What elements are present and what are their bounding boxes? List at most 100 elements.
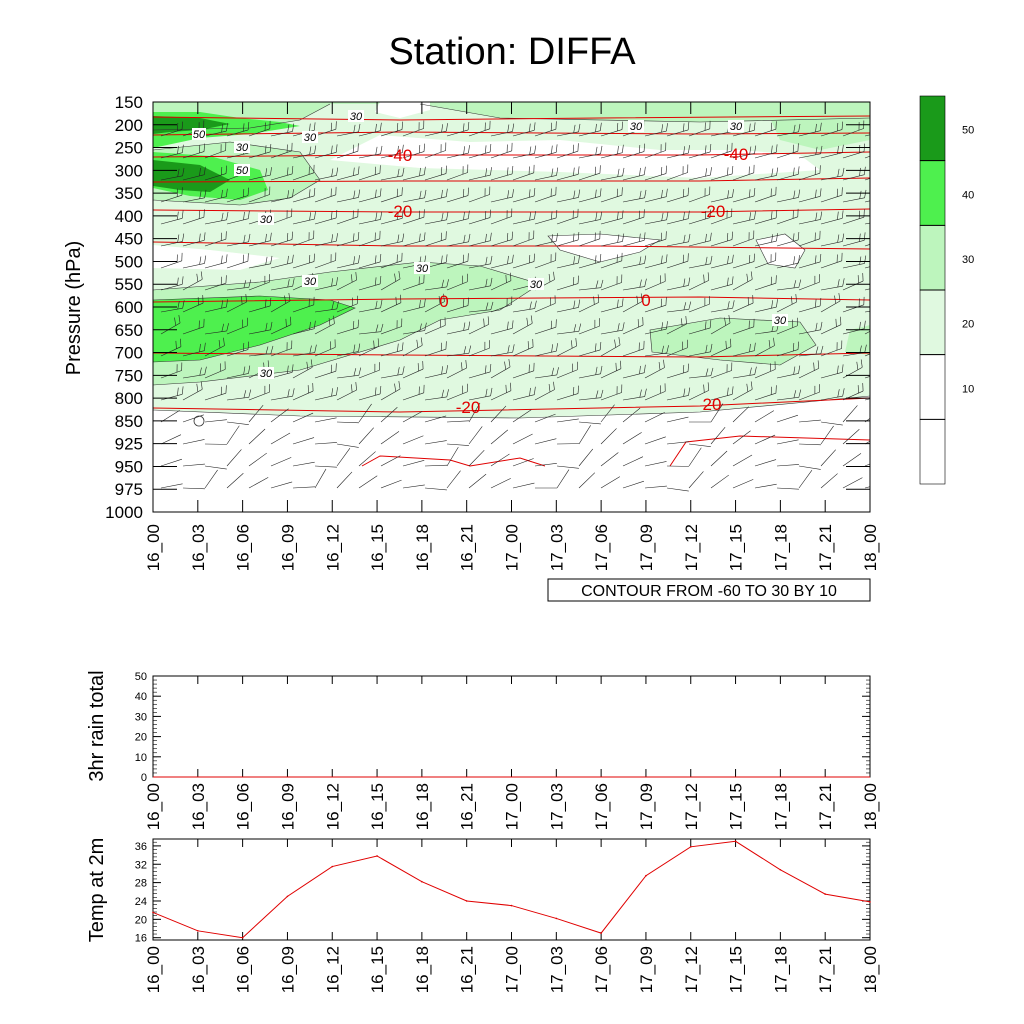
wind-barb-flag	[600, 122, 602, 131]
wind-barb	[754, 240, 777, 247]
wind-barb	[512, 172, 534, 181]
wind-barb-flag	[687, 363, 689, 372]
wind-barb-flag	[221, 212, 224, 221]
wind-barb-flag	[196, 273, 199, 282]
wind-barb	[710, 370, 732, 379]
wind-barb-flag	[620, 360, 622, 369]
wind-barb-flag	[882, 302, 884, 310]
wind-barb	[556, 216, 578, 225]
wind-barb-flag	[819, 253, 822, 262]
wind-barb-flag	[223, 337, 225, 346]
wind-barb	[732, 218, 755, 225]
wind-barb	[644, 173, 667, 181]
wind-barb	[600, 218, 623, 225]
wind-barb	[424, 325, 446, 335]
wind-barb	[754, 345, 775, 357]
wind-barb	[512, 218, 535, 225]
wind-barb-flag	[401, 210, 404, 219]
wind-barb	[776, 239, 799, 247]
wind-barb	[776, 397, 799, 401]
wind-barb-flag	[707, 272, 710, 281]
wind-barb-flag	[287, 365, 289, 374]
wind-barb-flag	[265, 299, 267, 308]
wind-barb	[644, 436, 666, 445]
wind-barb-flag	[247, 121, 250, 130]
temp-axes: 16 20 24 28 32 36 16_00 16_03 16_06 16_09 16_12 16_…	[135, 839, 880, 993]
wind-barb	[248, 353, 271, 357]
wind-barb-flag	[815, 123, 817, 132]
wind-barb	[666, 441, 689, 445]
colorbar-swatch	[919, 354, 946, 420]
wind-barb	[336, 471, 353, 489]
contour-note: CONTOUR FROM -60 TO 30 BY 10	[581, 583, 837, 600]
wind-barb	[380, 388, 401, 401]
wind-barb-flag	[886, 123, 887, 131]
wind-barb	[732, 302, 754, 313]
wind-barb	[732, 130, 755, 137]
wind-barb-flag	[577, 275, 579, 284]
wind-barb	[336, 303, 358, 313]
wind-barb	[644, 130, 667, 137]
wind-barb	[314, 284, 337, 291]
wind-barb	[732, 279, 753, 291]
wind-barb	[468, 285, 491, 291]
wind-barb	[666, 487, 689, 492]
wind-barb-flag	[864, 320, 866, 329]
wind-barb-flag	[265, 346, 269, 355]
wind-barb	[688, 303, 710, 313]
wind-barb	[710, 196, 733, 203]
wind-barb	[534, 303, 556, 313]
wind-barb-flag	[331, 145, 333, 154]
wind-barb-flag	[727, 190, 730, 199]
wind-barb	[644, 196, 667, 203]
wind-barb-flag	[287, 279, 290, 288]
temp-points	[152, 840, 871, 939]
wind-barb	[622, 286, 645, 291]
wind-barb-flag	[595, 212, 598, 221]
wind-barb-flag	[556, 167, 559, 176]
wind-barb	[666, 195, 689, 203]
wind-barb	[160, 241, 183, 247]
wind-barb	[336, 279, 357, 291]
wind-barb	[336, 448, 351, 467]
time-tick-label: 16_18	[413, 783, 432, 830]
wind-barb-flag	[815, 346, 819, 355]
wind-barb-flag	[578, 189, 581, 198]
wind-barb-flag	[292, 123, 295, 132]
wind-barb	[226, 260, 249, 269]
wind-barb-flag	[375, 123, 377, 132]
wind-barb-flag	[639, 233, 641, 242]
y-tick-label: 30	[135, 711, 147, 723]
rain-axis-label: 3hr rain total	[86, 670, 108, 781]
wind-barb	[468, 395, 491, 401]
wind-barb	[776, 373, 799, 379]
wind-barb	[842, 151, 865, 159]
wind-barb-flag	[688, 387, 691, 396]
wind-barb	[578, 219, 601, 225]
wind-barb-flag	[773, 337, 775, 346]
wind-barb	[402, 368, 424, 379]
wind-barb-flag	[864, 255, 867, 264]
wind-barb	[798, 443, 821, 446]
wind-barb	[204, 330, 227, 335]
wind-barb-flag	[221, 189, 223, 198]
wind-barb-flag	[573, 256, 576, 265]
time-tick-label: 16_09	[278, 783, 297, 830]
temp-label: 20	[703, 395, 722, 414]
wind-barb-flag	[771, 145, 773, 154]
wind-barb	[644, 485, 667, 489]
wind-barb-flag	[226, 188, 228, 197]
wind-barb-flag	[815, 189, 817, 198]
wind-barb-flag	[595, 343, 597, 352]
wind-barb-flag	[815, 322, 818, 331]
pressure-tick-label: 700	[115, 344, 143, 363]
wind-barb	[160, 346, 182, 357]
wind-barb-flag	[775, 144, 778, 153]
wind-barb-flag	[881, 190, 882, 198]
wind-barb-flag	[177, 387, 179, 396]
wind-barb-flag	[462, 299, 465, 308]
wind-barb-flag	[644, 166, 646, 175]
wind-barb	[864, 331, 870, 335]
wind-barb-flag	[841, 364, 844, 373]
time-tick-label: 16_03	[189, 783, 208, 830]
